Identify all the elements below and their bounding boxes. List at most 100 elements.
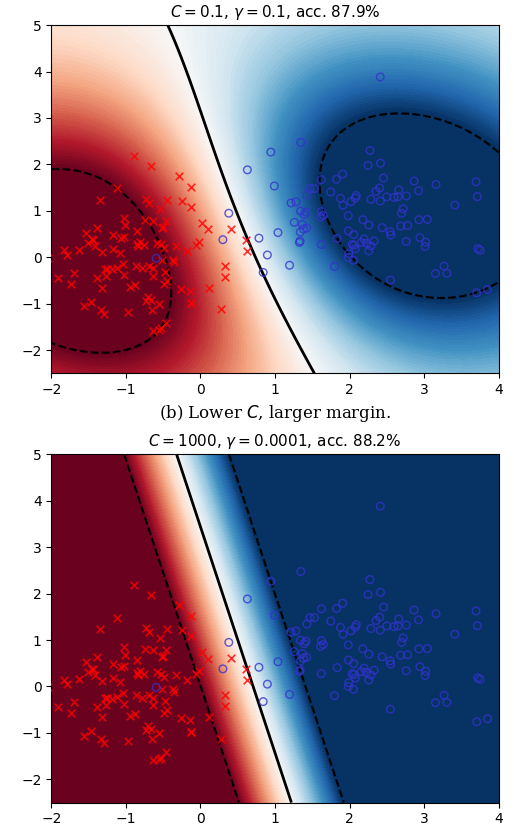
Point (219, 662, 227, 675)
Point (415, 213, 423, 227)
Point (350, 227, 358, 241)
Point (390, 620, 398, 634)
Point (100, 307, 108, 320)
Point (140, 238, 149, 252)
Point (416, 660, 424, 674)
Point (97, 303, 105, 317)
Point (91, 668, 100, 681)
Point (306, 181, 314, 195)
Point (144, 689, 153, 702)
Point (94, 650, 102, 664)
Point (120, 231, 128, 244)
Point (178, 194, 186, 207)
Point (120, 640, 128, 654)
Point (82, 655, 90, 669)
Point (44, 252, 52, 265)
Point (161, 694, 169, 707)
Point (414, 184, 423, 197)
Point (63, 677, 71, 691)
Point (96, 193, 104, 206)
Point (149, 215, 157, 228)
Point (285, 258, 293, 272)
Point (423, 642, 431, 655)
Point (297, 565, 305, 579)
Point (287, 196, 295, 210)
Point (319, 209, 327, 222)
Point (163, 704, 171, 717)
Point (221, 259, 229, 273)
Point (155, 297, 163, 310)
Point (109, 657, 117, 670)
Point (217, 732, 226, 745)
Point (222, 270, 230, 283)
Point (359, 642, 367, 655)
Point (113, 611, 121, 624)
Point (107, 263, 116, 276)
Point (339, 167, 347, 181)
Point (150, 269, 158, 283)
Point (227, 222, 235, 236)
Point (333, 232, 341, 245)
Point (157, 751, 165, 764)
Point (142, 192, 151, 206)
Point (67, 278, 75, 291)
Point (143, 290, 152, 303)
Point (317, 173, 325, 186)
Point (170, 685, 178, 698)
Point (255, 660, 263, 674)
Point (86, 295, 95, 308)
Point (142, 294, 151, 308)
Point (120, 268, 128, 281)
Point (387, 228, 395, 242)
Point (367, 192, 375, 206)
Point (410, 174, 418, 187)
Point (225, 206, 233, 220)
Point (484, 712, 492, 726)
Point (423, 212, 431, 226)
Point (394, 619, 402, 633)
Point (149, 644, 157, 657)
Point (285, 688, 293, 701)
Point (310, 182, 319, 196)
Point (376, 194, 384, 207)
Point (362, 665, 371, 679)
Point (96, 622, 104, 635)
Point (108, 242, 117, 255)
Point (169, 253, 177, 267)
Point (144, 259, 153, 273)
Point (170, 256, 178, 269)
Point (379, 171, 388, 185)
Point (100, 736, 108, 749)
Point (182, 244, 191, 257)
Point (402, 189, 411, 202)
Point (300, 637, 308, 650)
Point (366, 573, 374, 586)
Point (160, 670, 168, 684)
Point (306, 611, 314, 624)
Point (274, 655, 282, 669)
Point (386, 654, 394, 667)
Point (163, 193, 171, 206)
Point (148, 732, 156, 746)
Point (148, 589, 156, 602)
Point (162, 745, 170, 758)
Point (395, 613, 403, 626)
Point (317, 667, 325, 681)
Point (299, 651, 307, 665)
Point (120, 660, 128, 673)
Point (192, 667, 200, 681)
Point (376, 70, 384, 84)
Point (143, 719, 152, 732)
Point (270, 609, 279, 622)
Point (351, 242, 359, 256)
Point (80, 729, 88, 742)
Point (372, 614, 380, 627)
Point (259, 266, 267, 279)
Point (187, 296, 195, 309)
Point (217, 303, 226, 316)
Point (243, 592, 251, 605)
Point (153, 237, 161, 250)
Point (242, 662, 250, 675)
Point (156, 631, 164, 645)
Text: (b) Lower $C$, larger margin.: (b) Lower $C$, larger margin. (159, 403, 391, 425)
